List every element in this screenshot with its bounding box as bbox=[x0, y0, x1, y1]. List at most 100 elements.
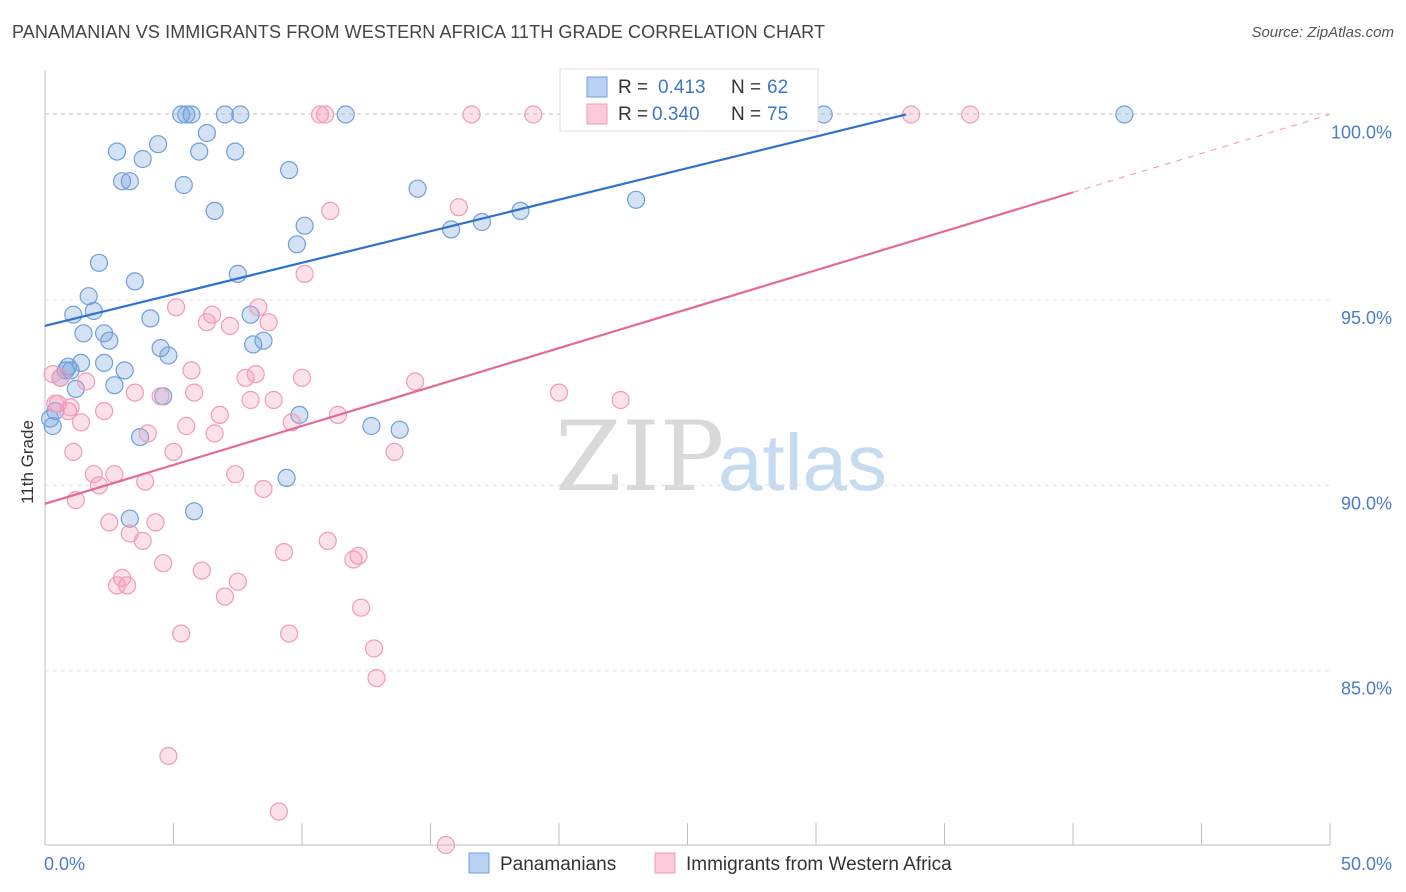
point-panamanians-12 bbox=[89, 253, 109, 272]
point-western-africa-47 bbox=[264, 390, 283, 410]
point-western-africa-5 bbox=[64, 442, 83, 461]
point-panamanians-26 bbox=[151, 339, 170, 358]
stats-n-value-panamanians: 62 bbox=[767, 77, 788, 98]
point-western-africa-38 bbox=[220, 316, 240, 335]
point-western-africa-23 bbox=[151, 387, 170, 406]
point-western-africa-59 bbox=[349, 546, 368, 565]
point-panamanians-28 bbox=[159, 346, 178, 365]
stats-box: R = 0.413 N = 62 R = 0.340 N = 75 bbox=[559, 68, 819, 132]
point-panamanians-61 bbox=[120, 509, 139, 528]
point-panamanians-20 bbox=[120, 172, 139, 191]
point-western-africa-61 bbox=[364, 639, 384, 658]
point-panamanians-18 bbox=[112, 172, 132, 191]
point-panamanians-11 bbox=[84, 301, 103, 321]
point-panamanians-0 bbox=[43, 416, 62, 436]
point-western-africa-39 bbox=[226, 465, 245, 484]
point-western-africa-43 bbox=[246, 365, 265, 384]
point-panamanians-40 bbox=[231, 105, 250, 124]
point-panamanians-43 bbox=[254, 331, 273, 350]
point-panamanians-47 bbox=[290, 405, 309, 424]
point-western-africa-21 bbox=[138, 424, 157, 443]
point-western-africa-36 bbox=[210, 405, 229, 424]
point-western-africa-52 bbox=[292, 368, 312, 387]
point-western-africa-42 bbox=[241, 390, 260, 410]
stats-n-label-0: N = bbox=[731, 77, 761, 98]
point-panamanians-30 bbox=[174, 175, 193, 195]
point-western-africa-45 bbox=[254, 479, 273, 499]
stats-r-label-1: R = bbox=[618, 104, 648, 125]
point-panamanians-50 bbox=[362, 416, 381, 436]
point-western-africa-41 bbox=[236, 368, 255, 387]
legend-label-western-africa: Immigrants from Western Africa bbox=[686, 854, 952, 875]
point-western-africa-64 bbox=[406, 372, 425, 391]
point-western-africa-48 bbox=[269, 802, 288, 821]
trend-line-western-africa bbox=[44, 191, 1074, 505]
y-tick-label-3: 100.0% bbox=[1331, 122, 1392, 142]
point-panamanians-13 bbox=[94, 353, 114, 372]
point-panamanians-38 bbox=[226, 142, 245, 161]
point-western-africa-51 bbox=[282, 413, 301, 432]
point-western-africa-2 bbox=[51, 368, 70, 387]
legend: Panamanians Immigrants from Western Afri… bbox=[468, 852, 952, 875]
watermark: ZIP atlas bbox=[555, 401, 887, 513]
point-panamanians-59 bbox=[1115, 105, 1134, 124]
point-western-africa-29 bbox=[177, 416, 196, 436]
point-western-africa-62 bbox=[367, 668, 386, 688]
stats-n-label-1: N = bbox=[731, 104, 761, 125]
point-western-africa-24 bbox=[154, 554, 173, 573]
point-panamanians-44 bbox=[277, 468, 296, 487]
point-panamanians-52 bbox=[408, 179, 427, 198]
y-tick-labels: 85.0% 90.0% 95.0% 100.0% bbox=[1331, 122, 1392, 698]
point-western-africa-44 bbox=[249, 298, 268, 317]
stats-swatch-panamanians bbox=[586, 76, 608, 98]
y-tick-label-2: 95.0% bbox=[1341, 308, 1392, 328]
point-western-africa-35 bbox=[205, 424, 224, 443]
point-western-africa-74 bbox=[310, 105, 330, 124]
point-panamanians-17 bbox=[107, 142, 127, 161]
point-western-africa-26 bbox=[164, 442, 183, 461]
point-panamanians-21 bbox=[125, 272, 144, 291]
point-western-africa-49 bbox=[274, 542, 294, 562]
chart-title: PANAMANIAN VS IMMIGRANTS FROM WESTERN AF… bbox=[12, 22, 826, 42]
point-panamanians-32 bbox=[182, 105, 201, 124]
axes bbox=[44, 70, 1331, 846]
legend-swatch-panamanians bbox=[468, 852, 490, 874]
point-western-africa-54 bbox=[316, 105, 335, 124]
point-panamanians-24 bbox=[141, 309, 160, 328]
point-western-africa-18 bbox=[125, 383, 144, 402]
point-western-africa-25 bbox=[159, 746, 178, 766]
point-western-africa-16 bbox=[118, 576, 137, 595]
point-western-africa-8 bbox=[76, 372, 96, 391]
point-western-africa-66 bbox=[449, 198, 468, 217]
y-tick-label-1: 90.0% bbox=[1341, 493, 1392, 513]
point-panamanians-9 bbox=[74, 324, 93, 343]
point-western-africa-65 bbox=[436, 835, 455, 855]
point-panamanians-53 bbox=[442, 220, 461, 239]
point-western-africa-72 bbox=[961, 105, 980, 124]
point-western-africa-22 bbox=[146, 513, 165, 532]
point-panamanians-36 bbox=[205, 201, 224, 220]
point-western-africa-67 bbox=[462, 105, 481, 124]
x-tick-labels: 0.0% 50.0% bbox=[44, 854, 1392, 874]
point-western-africa-37 bbox=[215, 587, 234, 606]
legend-swatch-western-africa bbox=[654, 852, 676, 874]
point-panamanians-8 bbox=[71, 353, 91, 372]
trend-lines bbox=[44, 113, 1331, 505]
point-western-africa-73 bbox=[46, 394, 65, 413]
point-western-africa-31 bbox=[185, 383, 204, 402]
point-panamanians-35 bbox=[197, 123, 216, 143]
point-western-africa-46 bbox=[259, 313, 278, 332]
trend-line-panamanians bbox=[44, 113, 907, 327]
point-panamanians-34 bbox=[190, 142, 209, 161]
point-panamanians-7 bbox=[66, 379, 85, 398]
legend-label-panamanians: Panamanians bbox=[500, 854, 616, 875]
point-western-africa-27 bbox=[167, 298, 186, 317]
point-western-africa-32 bbox=[192, 561, 211, 580]
point-panamanians-19 bbox=[115, 361, 134, 380]
point-western-africa-11 bbox=[94, 402, 114, 421]
point-panamanians-57 bbox=[626, 190, 646, 209]
point-western-africa-19 bbox=[133, 531, 152, 551]
x-tick-label-0: 0.0% bbox=[44, 854, 85, 874]
y-axis-label: 11th Grade bbox=[18, 420, 37, 504]
